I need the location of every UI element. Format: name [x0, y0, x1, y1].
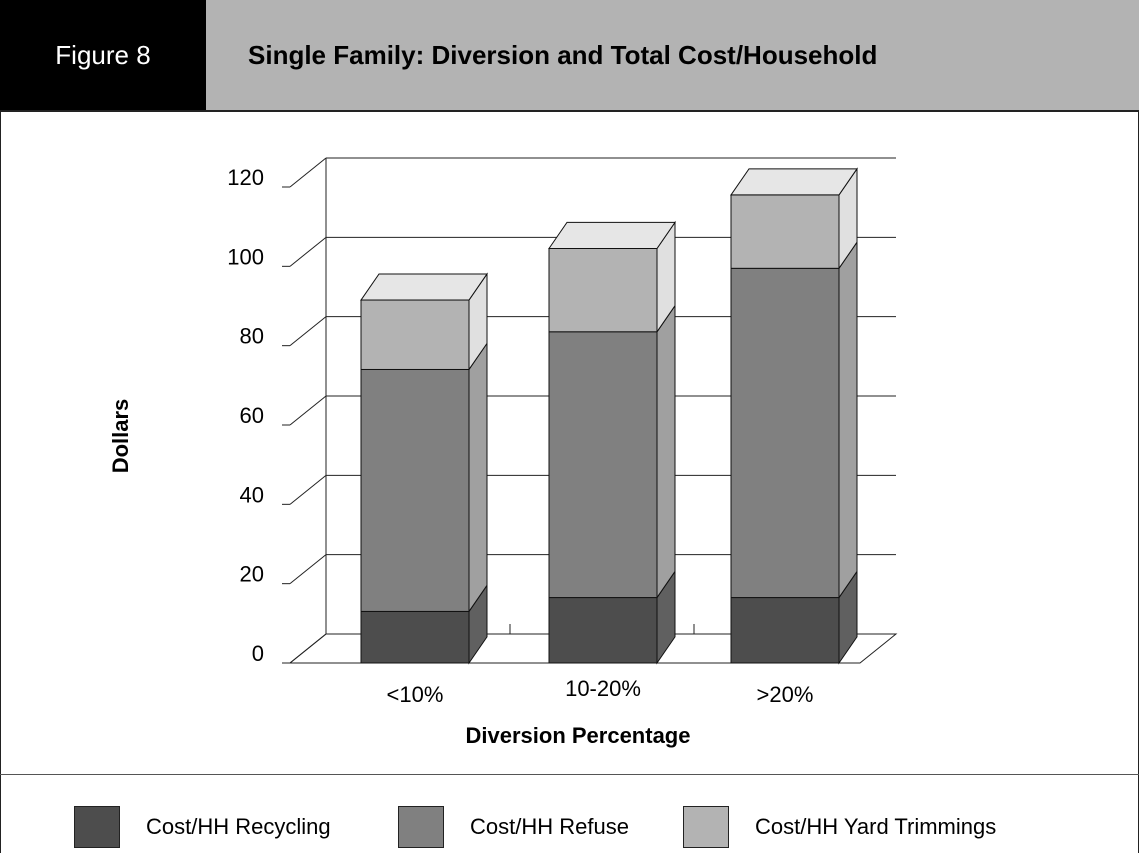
legend-swatch-yard-trimmings [683, 806, 729, 848]
legend-item-refuse: Cost/HH Refuse [398, 806, 629, 848]
gridline-depth [289, 395, 327, 426]
y-tick-label: 0 [252, 641, 264, 666]
figure-title: Single Family: Diversion and Total Cost/… [206, 0, 1139, 110]
y-tick-label: 80 [240, 324, 264, 349]
legend-label-recycling: Cost/HH Recycling [146, 814, 331, 839]
y-tick-label: 120 [227, 165, 264, 190]
x-axis-ticks: <10% 10-20% >20% [387, 624, 814, 707]
gridline-depth [289, 157, 327, 188]
chart-floor [288, 633, 898, 664]
y-axis: 0 20 40 60 80 100 120 [227, 165, 290, 666]
legend-divider [0, 774, 1139, 775]
bar-segment [730, 267, 840, 599]
bar-segment-side [838, 240, 858, 600]
y-tick-label: 20 [240, 562, 264, 587]
gridline-depth [289, 236, 327, 267]
y-axis-label: Dollars [108, 399, 133, 474]
bar-segment [360, 299, 470, 370]
legend-swatch-recycling [74, 806, 120, 848]
legend-item-recycling: Cost/HH Recycling [74, 806, 331, 848]
y-tick-label: 40 [240, 482, 264, 507]
bar-top [730, 168, 858, 196]
bar-segment-side [468, 341, 488, 614]
bar-segment [548, 247, 658, 333]
header-divider [0, 110, 1139, 112]
y-tick-label: 60 [240, 403, 264, 428]
bar-segment [730, 597, 840, 664]
x-tick-label: 10-20% [565, 676, 641, 701]
gridline-depth [289, 554, 327, 585]
bar-segment [730, 194, 840, 269]
x-tick-label: <10% [387, 682, 444, 707]
bars [360, 167, 858, 665]
bar-stack [360, 272, 488, 665]
bar-stack [730, 167, 858, 665]
stacked-bar-chart: 0 20 40 60 80 100 120 <10% 10-20% >20% Dollars D… [108, 157, 898, 748]
x-axis-label: Diversion Percentage [466, 723, 691, 748]
y-tick-label: 100 [227, 244, 264, 269]
figure-label: Figure 8 [0, 0, 206, 110]
bar-segment-side [656, 304, 676, 600]
x-tick-label: >20% [757, 682, 814, 707]
legend-item-yard-trimmings: Cost/HH Yard Trimmings [683, 806, 996, 848]
legend-label-refuse: Cost/HH Refuse [470, 814, 629, 839]
bar-top [548, 221, 676, 249]
bar-segment [548, 331, 658, 599]
bar-segment [548, 597, 658, 664]
legend-swatch-refuse [398, 806, 444, 848]
gridline-depth [289, 316, 327, 347]
gridline-depth [289, 474, 327, 505]
bar-top [360, 273, 488, 301]
bar-segment [360, 368, 470, 612]
bar-stack [548, 220, 676, 665]
legend-label-yard-trimmings: Cost/HH Yard Trimmings [755, 814, 997, 839]
bar-segment [360, 610, 470, 664]
